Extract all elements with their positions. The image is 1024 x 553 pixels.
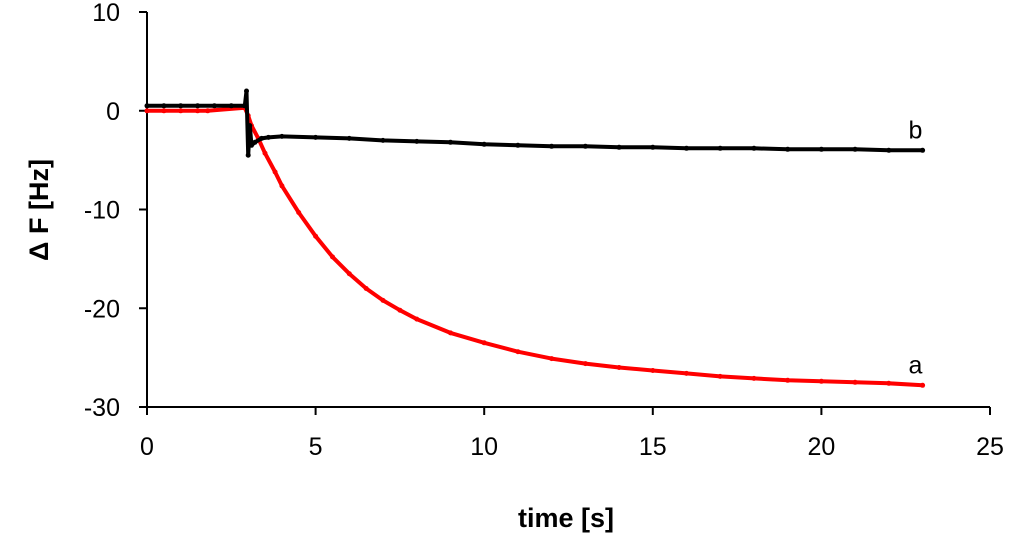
- series-b-point: [650, 144, 656, 150]
- series-b-point: [616, 144, 622, 150]
- y-axis-title: Δ F [Hz]: [24, 159, 54, 261]
- series-b-point: [852, 146, 858, 152]
- series-b-point: [195, 103, 201, 109]
- y-tick-label: 0: [106, 98, 120, 126]
- series-b-point: [265, 134, 271, 140]
- series-b-point: [346, 135, 352, 141]
- series-b-point: [228, 103, 234, 109]
- series-a-point: [195, 108, 201, 114]
- series-b-label: b: [909, 116, 923, 144]
- series-a-point: [414, 316, 420, 322]
- series-a-point: [481, 340, 487, 346]
- series-b-line: [145, 89, 925, 158]
- series-a-point: [178, 108, 184, 114]
- series-b-point: [684, 145, 689, 151]
- series-a-point: [515, 349, 521, 355]
- x-ticks: 0 5 10 15 20 25: [140, 407, 1004, 461]
- series-b-point: [549, 143, 555, 149]
- series-a-point: [616, 365, 622, 370]
- series-a-point: [684, 370, 689, 376]
- series-b-point: [211, 103, 217, 109]
- series-a-point: [549, 356, 555, 362]
- series-b-point: [242, 103, 248, 109]
- series-a-point: [380, 297, 386, 303]
- series-a-point: [582, 361, 588, 367]
- series-b-point: [582, 143, 588, 149]
- series-a-point: [920, 382, 926, 388]
- series-a-point: [296, 210, 302, 215]
- series-b-point: [161, 103, 167, 109]
- series-a-point: [272, 169, 278, 175]
- x-tick-label: 0: [140, 433, 154, 461]
- series-a-point: [852, 379, 858, 385]
- series-a-point: [330, 254, 335, 260]
- x-tick-label: 25: [976, 433, 1004, 461]
- series-b-point: [515, 142, 521, 148]
- series-b-point: [279, 133, 285, 139]
- series-a-point: [346, 271, 352, 277]
- series-b-point: [717, 145, 723, 151]
- series-b-point: [751, 145, 757, 151]
- series-b-point: [245, 152, 251, 158]
- series-layer: ab: [144, 88, 926, 388]
- series-b-point: [886, 147, 892, 153]
- x-tick-label: 10: [470, 433, 498, 461]
- y-tick-label: 10: [92, 0, 120, 27]
- series-b-point: [178, 103, 184, 109]
- series-a-point: [262, 150, 268, 156]
- y-tick-label: -10: [84, 197, 120, 225]
- y-tick-label: -20: [84, 295, 120, 323]
- series-a-point: [785, 377, 791, 383]
- axes: [146, 12, 990, 408]
- series-a-point: [279, 183, 285, 189]
- series-b-point: [785, 146, 791, 152]
- series-a-label: a: [909, 351, 923, 379]
- y-ticks: 10 0 -10 -20 -30: [84, 0, 147, 422]
- series-a-point: [205, 108, 211, 114]
- x-tick-label: 20: [807, 433, 835, 461]
- series-a-point: [397, 307, 403, 313]
- series-b-point: [818, 146, 824, 152]
- series-a-point: [448, 330, 453, 336]
- series-b-point: [313, 134, 319, 140]
- series-b-point: [448, 139, 453, 145]
- series-a-point: [313, 233, 319, 239]
- x-axis-title: time [s]: [518, 503, 614, 533]
- series-b-point: [249, 142, 254, 148]
- series-b-point: [244, 88, 249, 94]
- series-b-point: [380, 137, 386, 143]
- x-tick-label: 5: [309, 433, 323, 461]
- series-a-point: [751, 375, 757, 381]
- series-a-point: [363, 286, 369, 291]
- series-b-point: [259, 135, 265, 141]
- series-a-point: [144, 108, 150, 114]
- series-b-point: [414, 138, 420, 144]
- y-tick-label: -30: [84, 394, 120, 422]
- series-a-point: [886, 380, 892, 386]
- series-b-point: [920, 147, 926, 153]
- x-tick-label: 15: [639, 433, 667, 461]
- series-b-point: [247, 123, 253, 129]
- series-a-point: [650, 368, 656, 373]
- series-b-point: [252, 139, 258, 145]
- series-b-point: [481, 141, 487, 147]
- series-a-point: [717, 373, 723, 379]
- series-b-point: [144, 103, 150, 109]
- series-a-point: [161, 108, 167, 114]
- series-a-point: [818, 378, 824, 384]
